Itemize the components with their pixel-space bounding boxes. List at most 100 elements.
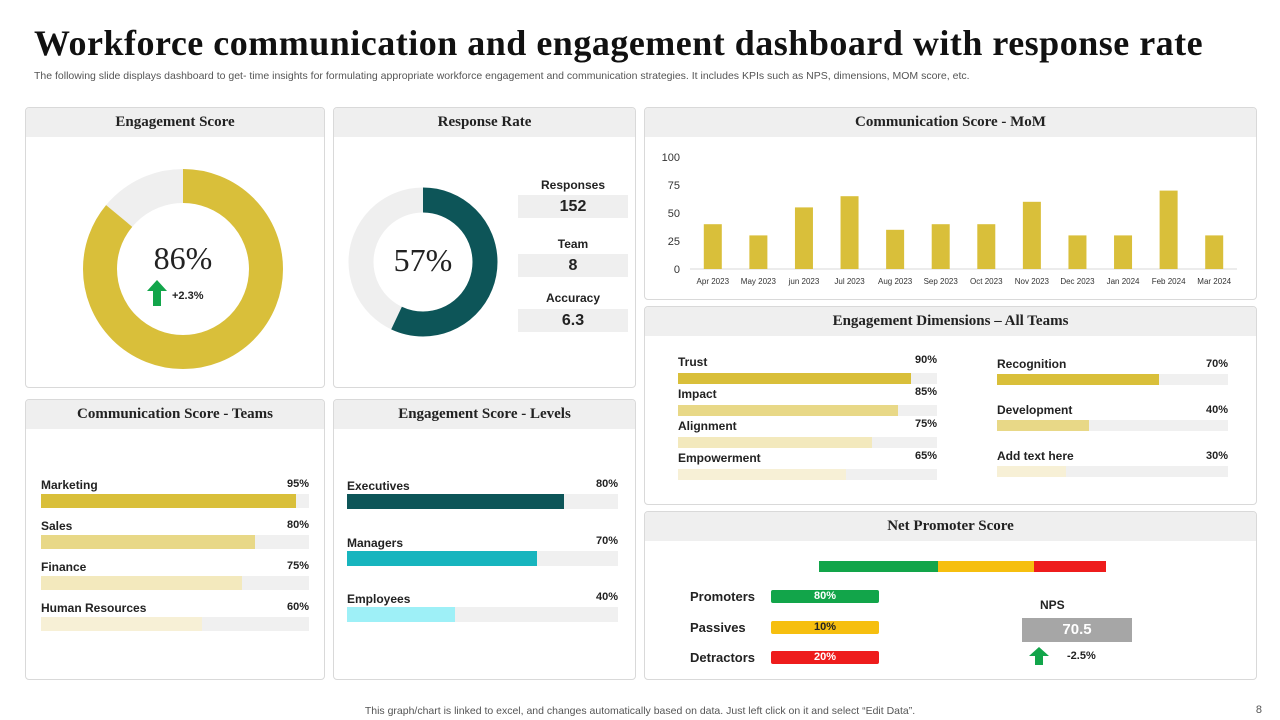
- panel-title: Communication Score - MoM: [645, 108, 1256, 137]
- progress-fill: [678, 405, 899, 416]
- progress-track: [41, 617, 309, 631]
- panel-title: Engagement Score: [26, 108, 324, 137]
- passives-bar: 10%: [771, 621, 879, 634]
- progress-fill: [997, 374, 1159, 385]
- x-tick-label: Oct 2023: [970, 277, 1003, 286]
- detractors-bar: 20%: [771, 651, 879, 664]
- item-percent: 70%: [1205, 358, 1228, 370]
- x-tick-label: Nov 2023: [1015, 277, 1050, 286]
- progress-fill: [347, 550, 537, 566]
- nps-row-label: Passives: [690, 620, 746, 635]
- x-tick-label: May 2023: [741, 277, 777, 286]
- bar: [840, 196, 859, 269]
- progress-track: [678, 437, 937, 448]
- progress-fill: [41, 617, 202, 631]
- item-percent: 40%: [1205, 404, 1228, 416]
- progress-fill: [997, 466, 1067, 477]
- bar: [1022, 201, 1041, 269]
- item-percent: 80%: [595, 478, 618, 490]
- bar: [977, 224, 996, 269]
- promoters-bar: 80%: [771, 590, 879, 603]
- item-label: Executives: [347, 479, 410, 493]
- x-tick-label: Dec 2023: [1060, 277, 1095, 286]
- response-donut: [348, 187, 498, 337]
- progress-track: [347, 494, 618, 509]
- stat-value: 8: [518, 254, 628, 277]
- progress-track: [347, 550, 618, 566]
- page-title: Workforce communication and engagement d…: [34, 23, 1204, 63]
- progress-track: [41, 494, 309, 508]
- progress-fill: [678, 469, 847, 480]
- item-percent: 90%: [914, 354, 937, 366]
- engagement-change: +2.3%: [172, 290, 204, 302]
- communication-teams-panel: Communication Score - Teams Marketing 95%…: [25, 399, 325, 680]
- bar: [1114, 235, 1133, 269]
- bar: [931, 224, 950, 269]
- nps-row-label: Promoters: [690, 589, 756, 604]
- bar: [886, 229, 905, 269]
- item-percent: 40%: [595, 591, 618, 603]
- item-percent: 30%: [1205, 450, 1228, 462]
- item-label: Employees: [347, 592, 411, 606]
- progress-track: [41, 576, 309, 590]
- stat-value: 6.3: [518, 309, 628, 332]
- x-tick-label: Feb 2024: [1152, 277, 1186, 286]
- progress-track: [678, 405, 937, 416]
- bar: [1159, 190, 1178, 269]
- y-tick-label: 0: [674, 264, 680, 276]
- item-percent: 85%: [914, 386, 937, 398]
- progress-track: [997, 374, 1228, 385]
- item-label: Recognition: [997, 357, 1067, 371]
- panel-title: Engagement Score - Levels: [334, 400, 635, 429]
- item-label: Marketing: [41, 478, 98, 492]
- page-number: 8: [1255, 704, 1262, 716]
- mom-bar-chart: 0 25 50 75 100 Apr 2023 May 2023 jun 2023 Jul 20…: [662, 152, 1237, 286]
- nps-scale-segment: [1034, 561, 1106, 572]
- item-label: Sales: [41, 519, 73, 533]
- item-label: Trust: [678, 355, 708, 369]
- progress-fill: [347, 607, 456, 622]
- bar: [1205, 235, 1224, 269]
- panel-title: Engagement Dimensions – All Teams: [645, 307, 1256, 336]
- nps-value: 70.5: [1022, 618, 1132, 642]
- x-tick-label: Mar 2024: [1197, 277, 1231, 286]
- x-tick-label: jun 2023: [788, 277, 820, 286]
- item-label: Human Resources: [41, 601, 147, 615]
- progress-fill: [41, 576, 242, 590]
- progress-fill: [678, 437, 873, 448]
- stat-label: Team: [557, 237, 589, 251]
- up-arrow-icon: [1029, 647, 1049, 665]
- progress-track: [347, 607, 618, 622]
- panel-title: Communication Score - Teams: [26, 400, 324, 429]
- y-tick-label: 100: [662, 152, 680, 164]
- progress-track: [678, 469, 937, 480]
- bar: [1068, 235, 1087, 269]
- progress-track: [678, 373, 937, 384]
- engagement-score-value: 86%: [153, 240, 213, 276]
- progress-fill: [41, 494, 296, 508]
- x-tick-label: Apr 2023: [697, 277, 730, 286]
- footer-note: This graph/chart is linked to excel, and…: [364, 705, 916, 717]
- up-arrow-icon: [147, 280, 167, 306]
- x-tick-label: Jul 2023: [834, 277, 865, 286]
- item-percent: 95%: [286, 478, 309, 490]
- progress-fill: [41, 535, 256, 549]
- item-label: Empowerment: [678, 451, 761, 465]
- item-label: Development: [997, 403, 1073, 417]
- nps-scale-segment: [819, 561, 939, 572]
- item-label: Managers: [347, 535, 404, 550]
- item-label: Impact: [678, 387, 717, 401]
- progress-fill: [678, 373, 912, 384]
- x-tick-label: Aug 2023: [878, 277, 913, 286]
- y-tick-label: 25: [668, 236, 680, 248]
- item-label: Add text here: [997, 449, 1074, 463]
- panel-title: Response Rate: [334, 108, 635, 137]
- item-label: Alignment: [678, 419, 737, 433]
- item-percent: 75%: [914, 418, 937, 430]
- nps-label: NPS: [1040, 598, 1065, 612]
- engagement-score-panel: Engagement Score 86% +2.3%: [25, 107, 325, 388]
- nps-panel: Net Promoter Score Promoters 80% Passive…: [644, 511, 1257, 680]
- y-tick-label: 75: [668, 180, 680, 192]
- engagement-levels-panel: Engagement Score - Levels Executives 80% M…: [333, 399, 636, 680]
- nps-row-label: Detractors: [690, 650, 756, 665]
